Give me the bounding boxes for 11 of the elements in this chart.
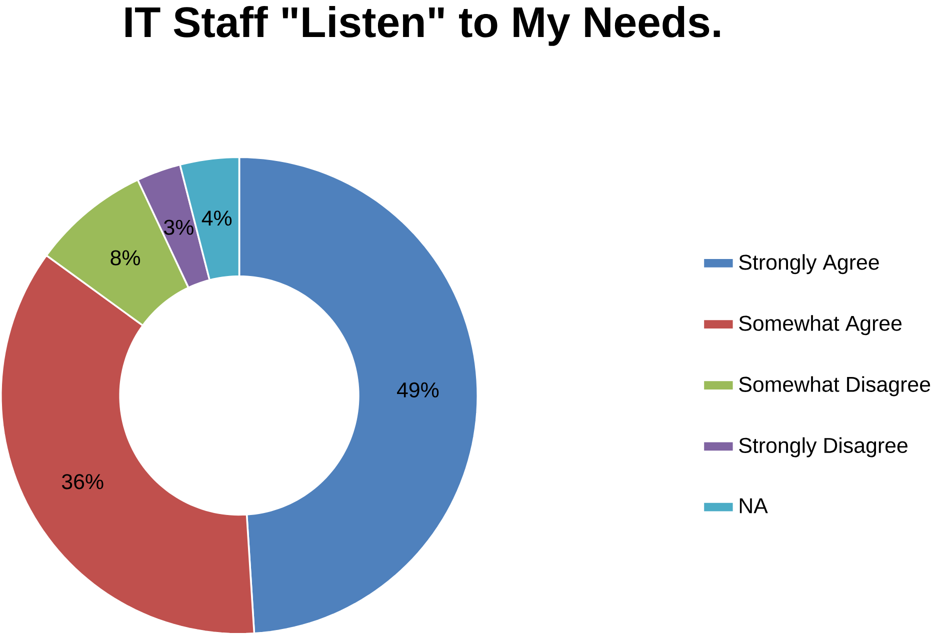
data-label: 4% [202,210,232,226]
data-label: 8% [110,250,140,266]
chart-title: IT Staff "Listen" to My Needs. [125,6,720,46]
legend-label: Strongly Agree [739,254,879,274]
legend-label: NA [740,498,768,514]
legend-label: Somewhat Agree [739,315,902,336]
data-label: 3% [164,220,194,235]
data-label: 36% [62,474,104,490]
data-label: 49% [397,382,439,398]
legend-label: Somewhat Disagree [739,376,930,396]
legend-label: Strongly Disagree [739,437,908,458]
